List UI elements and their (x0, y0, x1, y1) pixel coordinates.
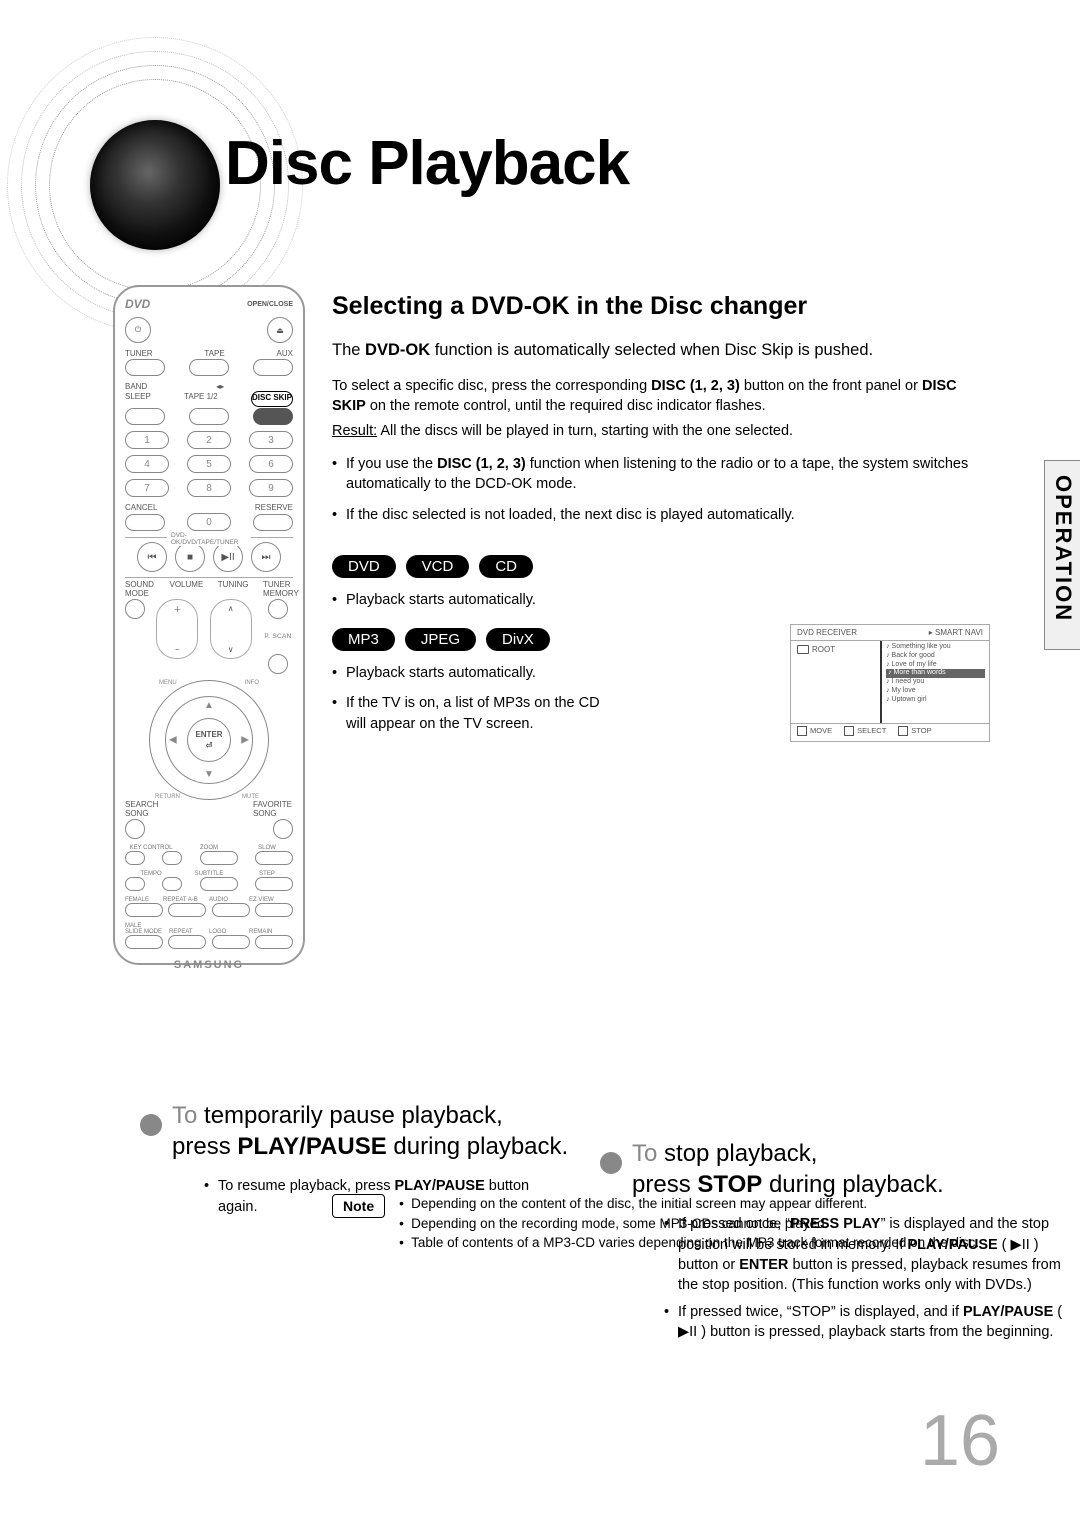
stop-bullet-1: If pressed once, “PRESS PLAY” is display… (664, 1214, 1070, 1295)
result-text: Result: All the discs will be played in … (332, 422, 990, 442)
pills2-b2: If the TV is on, a list of MP3s on the C… (332, 693, 612, 734)
pills2-b1: Playback starts automatically. (332, 663, 612, 683)
open-close-label: OPEN/CLOSE (247, 301, 293, 308)
tv-screen-preview: DVD RECEIVER▸ SMART NAVI ROOT ♪ Somethin… (790, 624, 990, 742)
section-heading: Selecting a DVD-OK in the Disc changer (332, 292, 990, 321)
stop-bullet-2: If pressed twice, “STOP” is displayed, a… (664, 1302, 1070, 1343)
stop-section: To stop playback, press STOP during play… (600, 1138, 1070, 1342)
format-pills-1: DVD VCD CD (332, 555, 990, 578)
next-icon: ⏭ (251, 542, 281, 572)
stop-icon: ■ (175, 542, 205, 572)
brand-label: SAMSUNG (125, 959, 293, 971)
select-disc-text: To select a specific disc, press the cor… (332, 377, 990, 416)
prev-icon: ⏮ (137, 542, 167, 572)
disc-skip-button (253, 408, 293, 425)
page-title: Disc Playback (225, 128, 629, 199)
pause-section: To temporarily pause playback, press PLA… (140, 1100, 570, 1217)
section-tab: OPERATION (1010, 250, 1080, 1050)
pause-bullet: To resume playback, press PLAY/PAUSE but… (204, 1176, 570, 1217)
power-button: ⏻ (125, 317, 151, 343)
play-pause-icon: ▶II (213, 542, 243, 572)
bullet-disc-mode: If you use the DISC (1, 2, 3) function w… (332, 454, 990, 495)
page-number: 16 (920, 1400, 1000, 1482)
pills1-text: Playback starts automatically. (332, 590, 990, 610)
remote-dvd-logo: DVD (125, 297, 150, 311)
eject-button: ⏏ (267, 317, 293, 343)
navigation-ring: ENTER⏎ ▲▼ ◀▶ MENU INFO RETURN MUTE (149, 680, 269, 800)
bullet-next-disc: If the disc selected is not loaded, the … (332, 505, 990, 525)
intro-text: The DVD-OK function is automatically sel… (332, 339, 990, 361)
disc-skip-label: DISC SKIP (251, 391, 293, 407)
remote-illustration: DVD OPEN/CLOSE ⏻ ⏏ TUNER TAPE AUX BAND ◂… (113, 285, 305, 965)
section-tab-label: OPERATION (1050, 475, 1076, 622)
